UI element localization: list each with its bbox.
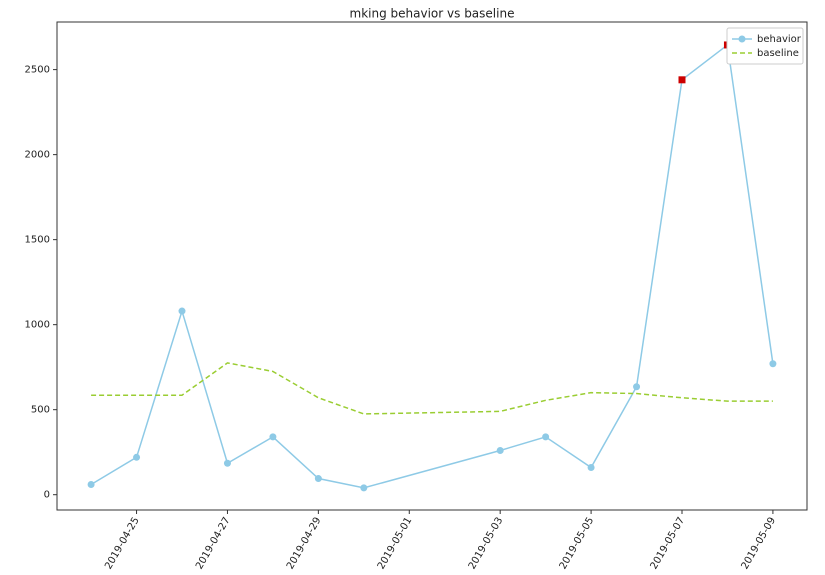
- y-tick-label: 1000: [25, 320, 50, 331]
- y-tick-label: 2500: [25, 65, 50, 76]
- point-marker: [223, 459, 231, 467]
- point-marker: [769, 360, 777, 368]
- legend-label: baseline: [757, 48, 799, 59]
- point-marker: [178, 307, 186, 315]
- legend-box: [726, 27, 804, 65]
- point-marker: [269, 433, 277, 441]
- y-tick-label: 1500: [25, 235, 50, 246]
- point-marker: [360, 484, 368, 492]
- point-marker: [496, 446, 504, 454]
- x-tick-label: 2019-05-01: [376, 516, 415, 572]
- y-tick-label: 0: [44, 490, 50, 501]
- y-tick-label: 500: [31, 405, 50, 416]
- x-tick-label: 2019-05-09: [740, 516, 779, 572]
- series-line: [90, 43, 774, 489]
- x-tick-label: 2019-05-05: [558, 516, 597, 572]
- point-marker: [87, 480, 95, 488]
- x-tick-label: 2019-04-25: [103, 516, 142, 572]
- x-tick-label: 2019-05-07: [649, 516, 688, 572]
- x-tick-label: 2019-04-29: [285, 516, 324, 572]
- y-tick-label: 2000: [25, 150, 50, 161]
- point-marker: [587, 463, 595, 471]
- plot-frame: [56, 21, 808, 511]
- legend-marker: [738, 35, 746, 43]
- legend-label: behavior: [757, 34, 802, 45]
- highlight-marker: [678, 76, 686, 84]
- series-line: [91, 362, 773, 415]
- point-marker: [133, 453, 141, 461]
- point-marker: [314, 475, 322, 483]
- x-tick-label: 2019-04-27: [194, 516, 233, 572]
- x-tick-label: 2019-05-03: [467, 516, 506, 572]
- point-marker: [633, 383, 641, 391]
- chart-title: mking behavior vs baseline: [350, 7, 515, 21]
- point-marker: [542, 433, 550, 441]
